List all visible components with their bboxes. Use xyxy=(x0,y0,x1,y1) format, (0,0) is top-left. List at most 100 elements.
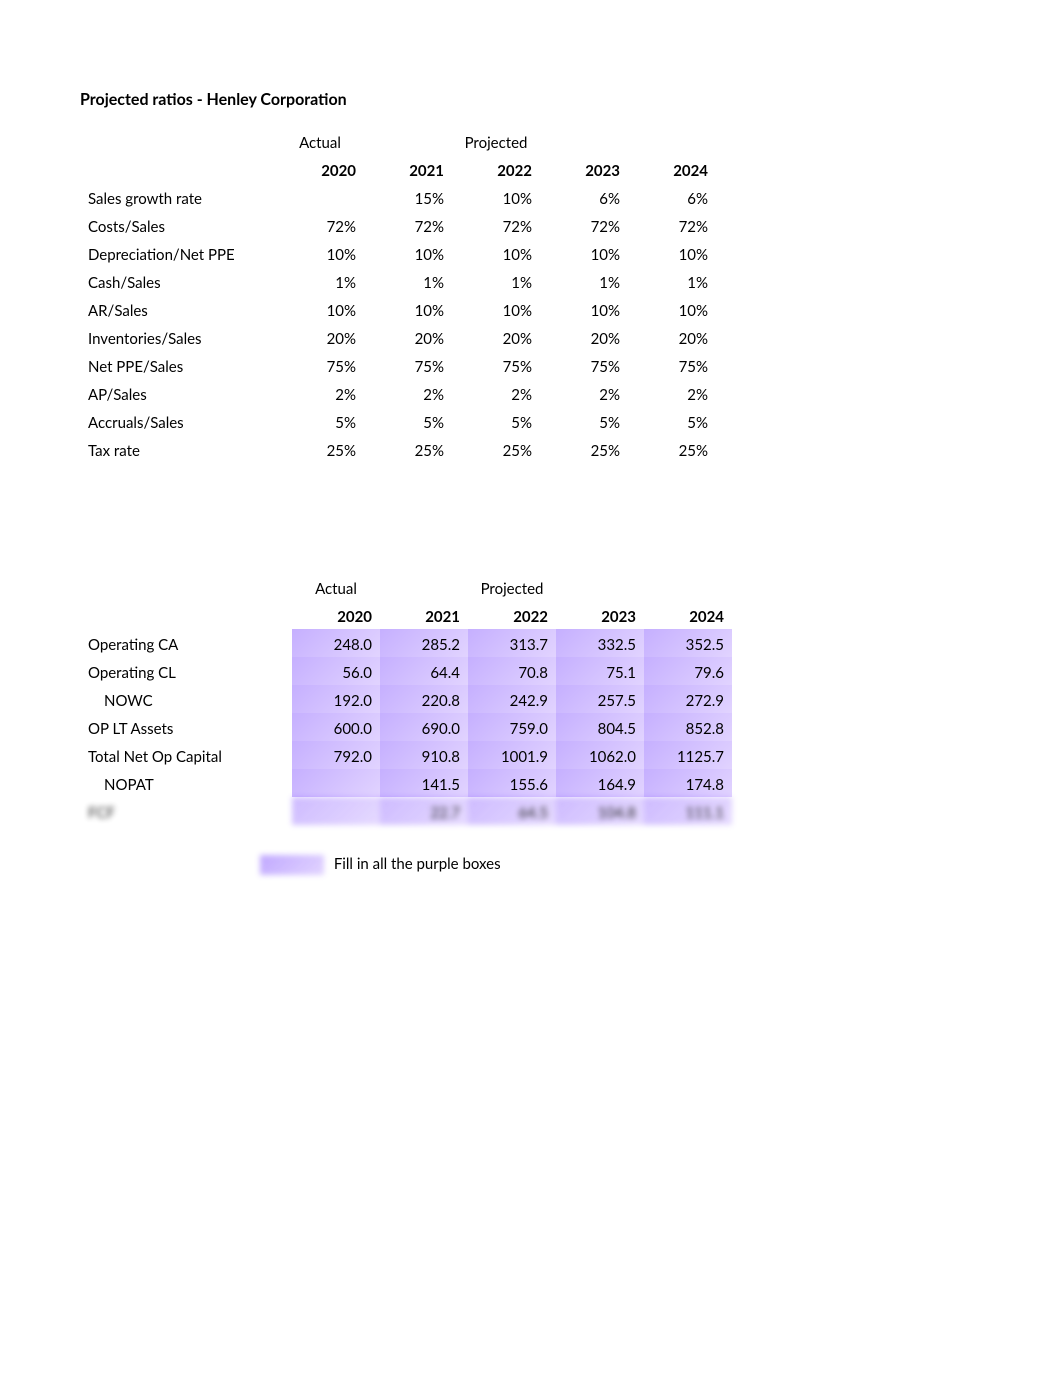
cell-value: 5% xyxy=(364,407,452,435)
cell-value: 72% xyxy=(276,211,364,239)
cell-value[interactable]: 192.0 xyxy=(292,685,380,713)
cell-value[interactable]: 1001.9 xyxy=(468,741,556,769)
year-2024: 2024 xyxy=(628,155,716,183)
year-2021: 2021 xyxy=(364,155,452,183)
row-label: OP LT Assets xyxy=(80,713,292,741)
cell-value[interactable]: 248.0 xyxy=(292,629,380,657)
cell-value[interactable]: 600.0 xyxy=(292,713,380,741)
header-blank xyxy=(80,127,276,155)
table-header-row-2: 2020 2021 2022 2023 2024 xyxy=(80,155,716,183)
cell-value[interactable]: 64.4 xyxy=(380,657,468,685)
cell-value: 20% xyxy=(452,323,540,351)
cell-value: 10% xyxy=(452,183,540,211)
cell-value[interactable]: 75.1 xyxy=(556,657,644,685)
row-label: FCF xyxy=(80,797,292,825)
year-2023: 2023 xyxy=(540,155,628,183)
cell-value[interactable]: 332.5 xyxy=(556,629,644,657)
cell-value[interactable]: 164.9 xyxy=(556,769,644,797)
cell-value[interactable]: 155.6 xyxy=(468,769,556,797)
table-row: Net PPE/Sales75%75%75%75%75% xyxy=(80,351,716,379)
cell-value: 10% xyxy=(364,295,452,323)
row-label: Operating CL xyxy=(80,657,292,685)
cell-value: 75% xyxy=(540,351,628,379)
table-row: Accruals/Sales5%5%5%5%5% xyxy=(80,407,716,435)
cell-value[interactable]: 852.8 xyxy=(644,713,732,741)
cell-value[interactable]: 285.2 xyxy=(380,629,468,657)
header-projected: Projected xyxy=(468,573,556,601)
cell-value[interactable]: 690.0 xyxy=(380,713,468,741)
calc-table: Actual Projected 2020 2021 2022 2023 202… xyxy=(80,573,732,825)
cell-value: 6% xyxy=(628,183,716,211)
table-row: Cash/Sales1%1%1%1%1% xyxy=(80,267,716,295)
header-blank xyxy=(644,573,732,601)
cell-value[interactable] xyxy=(292,797,380,825)
year-2020: 2020 xyxy=(276,155,364,183)
cell-value[interactable]: 1062.0 xyxy=(556,741,644,769)
cell-value: 1% xyxy=(540,267,628,295)
cell-value[interactable]: 313.7 xyxy=(468,629,556,657)
header-actual: Actual xyxy=(292,573,380,601)
cell-value[interactable]: 352.5 xyxy=(644,629,732,657)
table-row: Operating CL56.064.470.875.179.6 xyxy=(80,657,732,685)
row-label: Tax rate xyxy=(80,435,276,463)
row-label: NOWC xyxy=(80,685,292,713)
cell-value: 72% xyxy=(364,211,452,239)
row-label: Inventories/Sales xyxy=(80,323,276,351)
cell-value: 2% xyxy=(276,379,364,407)
row-label: NOPAT xyxy=(80,769,292,797)
cell-value: 25% xyxy=(276,435,364,463)
row-label: Total Net Op Capital xyxy=(80,741,292,769)
cell-value: 72% xyxy=(540,211,628,239)
year-2022: 2022 xyxy=(452,155,540,183)
cell-value: 5% xyxy=(540,407,628,435)
cell-value: 10% xyxy=(276,295,364,323)
row-label: Sales growth rate xyxy=(80,183,276,211)
cell-value: 6% xyxy=(540,183,628,211)
cell-value[interactable]: 1125.7 xyxy=(644,741,732,769)
table-row: Costs/Sales72%72%72%72%72% xyxy=(80,211,716,239)
cell-value[interactable] xyxy=(292,769,380,797)
cell-value: 5% xyxy=(276,407,364,435)
header-projected: Projected xyxy=(452,127,540,155)
cell-value[interactable]: 64.5 xyxy=(468,797,556,825)
legend-text: Fill in all the purple boxes xyxy=(334,855,501,873)
header-actual: Actual xyxy=(276,127,364,155)
header-blank xyxy=(628,127,716,155)
row-label: Accruals/Sales xyxy=(80,407,276,435)
cell-value[interactable]: 272.9 xyxy=(644,685,732,713)
cell-value[interactable]: 759.0 xyxy=(468,713,556,741)
cell-value: 10% xyxy=(452,239,540,267)
cell-value[interactable]: 56.0 xyxy=(292,657,380,685)
cell-value[interactable]: 242.9 xyxy=(468,685,556,713)
year-2023: 2023 xyxy=(556,601,644,629)
cell-value: 72% xyxy=(452,211,540,239)
cell-value: 2% xyxy=(364,379,452,407)
cell-value[interactable]: 111.1 xyxy=(644,797,732,825)
cell-value: 20% xyxy=(540,323,628,351)
cell-value: 2% xyxy=(540,379,628,407)
cell-value[interactable]: 70.8 xyxy=(468,657,556,685)
header-blank xyxy=(540,127,628,155)
header-blank xyxy=(80,573,292,601)
year-2021: 2021 xyxy=(380,601,468,629)
cell-value[interactable]: 220.8 xyxy=(380,685,468,713)
cell-value: 10% xyxy=(540,295,628,323)
cell-value[interactable]: 174.8 xyxy=(644,769,732,797)
cell-value[interactable]: 22.7 xyxy=(380,797,468,825)
cell-value[interactable]: 104.8 xyxy=(556,797,644,825)
cell-value[interactable]: 792.0 xyxy=(292,741,380,769)
row-label: Operating CA xyxy=(80,629,292,657)
cell-value[interactable]: 141.5 xyxy=(380,769,468,797)
ratios-table: Actual Projected 2020 2021 2022 2023 202… xyxy=(80,127,716,463)
table-row: OP LT Assets600.0690.0759.0804.5852.8 xyxy=(80,713,732,741)
cell-value: 10% xyxy=(540,239,628,267)
cell-value[interactable]: 79.6 xyxy=(644,657,732,685)
purple-swatch-icon xyxy=(260,855,324,875)
cell-value: 10% xyxy=(452,295,540,323)
cell-value[interactable]: 804.5 xyxy=(556,713,644,741)
cell-value[interactable]: 257.5 xyxy=(556,685,644,713)
year-2024: 2024 xyxy=(644,601,732,629)
page-title: Projected ratios - Henley Corporation xyxy=(80,90,982,109)
cell-value: 5% xyxy=(452,407,540,435)
cell-value[interactable]: 910.8 xyxy=(380,741,468,769)
